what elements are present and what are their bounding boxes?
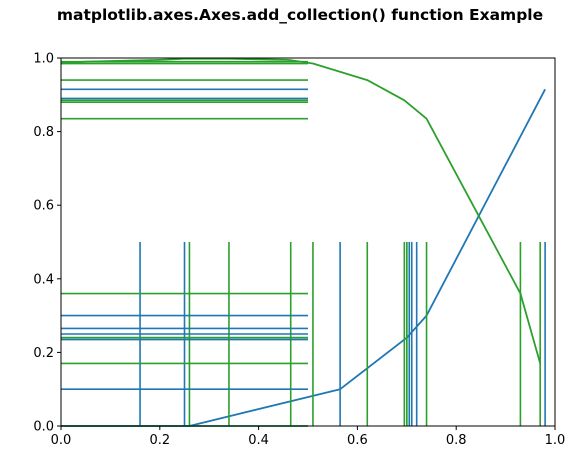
x-tick-label-3: 0.6	[347, 433, 368, 448]
y-tick-label-0: 0.0	[33, 420, 54, 435]
x-tick-label-5: 1.0	[545, 433, 566, 448]
y-tick-label-3: 0.6	[33, 199, 54, 214]
y-tick-label-4: 0.8	[33, 125, 54, 140]
axes-frame	[60, 57, 556, 427]
x-tick-label-0: 0.0	[51, 433, 72, 448]
plot-layer	[60, 57, 546, 427]
x-tick-label-4: 0.8	[446, 433, 467, 448]
y-tick-label-2: 0.4	[33, 272, 54, 287]
y-tick-label-1: 0.2	[33, 346, 54, 361]
chart-title: matplotlib.axes.Axes.add_collection() fu…	[56, 6, 544, 24]
axes-layer: 0.0 0.2 0.4 0.6 0.8 1.0 0.0 0.2 0.4 0.6 0.8 1.0	[33, 52, 565, 449]
y-tick-label-5: 1.0	[33, 52, 54, 67]
x-tick-label-1: 0.2	[149, 433, 170, 448]
series-line-0	[61, 88, 546, 427]
series-line-1	[60, 57, 542, 364]
x-tick-label-2: 0.4	[248, 433, 269, 448]
